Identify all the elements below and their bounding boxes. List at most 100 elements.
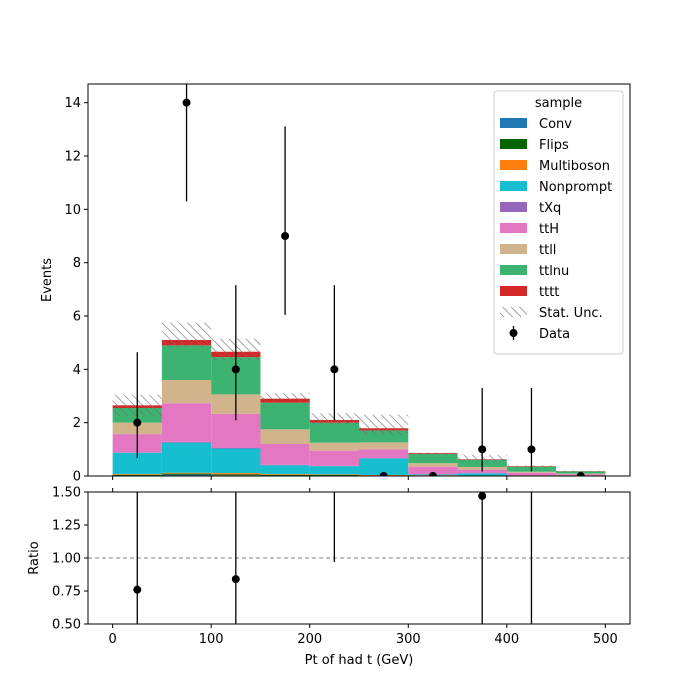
bar-Nonprompt: [260, 465, 310, 475]
data-point: [182, 98, 191, 107]
bar-ttlnu: [309, 422, 359, 443]
legend-label-tttt: tttt: [539, 285, 559, 300]
data-point: [576, 472, 585, 476]
x-axis-label: Pt of had t (GeV): [305, 653, 414, 668]
bar-Conv: [161, 474, 212, 476]
ratio-panel: 0.50 0.75 1.00 1.25 1.50 0 100 200 300 400 500 Rat…: [27, 486, 631, 647]
bar-Flips: [211, 474, 261, 476]
bar-ttll: [408, 463, 458, 467]
bar-Multiboson: [112, 474, 162, 475]
legend-swatch-stat-unc: [500, 307, 527, 317]
ratio-tick-label: 1.25: [52, 519, 81, 534]
legend-label-multiboson: Multiboson: [539, 159, 610, 174]
bar-ttH: [506, 472, 557, 476]
data-point: [231, 365, 240, 374]
x-tick-label: 200: [297, 632, 322, 647]
x-tick-label: 400: [494, 632, 519, 647]
bar-Nonprompt: [359, 458, 409, 475]
legend-label-txq: tXq: [539, 201, 561, 216]
bar-Flips: [260, 474, 310, 476]
bar-Flips: [309, 474, 359, 476]
ratio-point: [133, 585, 142, 594]
legend-swatch-tth: [500, 223, 527, 233]
bar-Multiboson: [260, 474, 310, 475]
bar-ttll: [161, 380, 212, 404]
y-tick-label: 12: [64, 150, 81, 165]
bar-Nonprompt: [457, 473, 507, 476]
legend-data-marker: [509, 329, 518, 337]
y-tick-label: 4: [73, 363, 81, 378]
legend: sample Conv Flips Multiboson Nonprompt tXq ttH…: [493, 90, 624, 355]
ratio-tick-label: 1.00: [52, 552, 81, 567]
legend-label-flips: Flips: [539, 138, 569, 153]
data-point: [527, 445, 536, 454]
data-point: [478, 445, 487, 454]
bar-ttH: [408, 466, 458, 475]
y-tick-label: 0: [73, 470, 81, 485]
bar-Flips: [112, 474, 162, 476]
bar-tXq: [211, 448, 261, 449]
stat-unc-band: [359, 414, 409, 435]
bar-ttll: [309, 442, 359, 451]
legend-swatch-tttt: [500, 286, 527, 296]
bar-Nonprompt: [309, 466, 359, 475]
bar-tXq: [260, 464, 310, 466]
y-tick-label: 10: [64, 203, 81, 218]
ratio-point: [231, 575, 240, 584]
data-point: [330, 365, 339, 374]
stat-unc-band: [556, 470, 606, 472]
bar-ttll: [359, 442, 409, 450]
x-tick-label: 500: [593, 632, 618, 647]
bar-Nonprompt: [112, 452, 162, 475]
bar-ttlnu: [408, 453, 458, 464]
ratio-tick-label: 0.50: [52, 618, 81, 633]
ratio-tick-label: 1.50: [52, 486, 81, 501]
y-tick-label: 2: [73, 416, 81, 431]
ratio-axis-label: Ratio: [27, 541, 42, 574]
x-tick-label: 100: [199, 632, 224, 647]
bar-ttH: [359, 449, 409, 459]
x-tick-label: 300: [396, 632, 421, 647]
legend-swatch-nonprompt: [500, 181, 527, 191]
bar-Multiboson: [211, 473, 261, 475]
bar-tXq: [161, 441, 212, 443]
bar-Flips: [161, 473, 212, 475]
bar-Multiboson: [161, 472, 212, 474]
y-tick-label: 14: [64, 96, 81, 111]
y-tick-label: 8: [73, 256, 81, 271]
legend-swatch-txq: [500, 202, 527, 212]
ratio-tick-label: 0.75: [52, 585, 81, 600]
y-axis-label: Events: [40, 258, 55, 302]
bar-ttlnu: [161, 345, 212, 380]
legend-swatch-flips: [500, 139, 527, 149]
bar-Nonprompt: [211, 448, 261, 474]
data-point: [379, 472, 388, 476]
legend-label-stat-unc-: Stat. Unc.: [539, 306, 603, 321]
stat-unc-band: [161, 322, 212, 347]
bar-ttH: [161, 403, 212, 442]
stat-unc-band: [260, 393, 310, 402]
legend-label-nonprompt: Nonprompt: [539, 180, 612, 195]
main-panel: 0 2 4 6 8 10 12 14 Events: [40, 83, 631, 485]
legend-label-data: Data: [539, 327, 570, 342]
legend-label-conv: Conv: [539, 117, 572, 132]
bar-ttll: [506, 471, 557, 473]
main-frame: [87, 83, 631, 477]
legend-title: sample: [535, 96, 582, 111]
ratio-point: [478, 492, 487, 500]
bar-ttH: [260, 444, 310, 465]
legend-swatch-conv: [500, 118, 527, 128]
x-tick-label: 0: [108, 632, 116, 647]
data-point: [428, 472, 437, 476]
data-point: [281, 232, 290, 240]
data-point: [133, 418, 142, 427]
legend-label-tth: ttH: [539, 222, 559, 237]
legend-label-ttll: ttll: [539, 243, 556, 258]
legend-swatch-ttlnu: [500, 265, 527, 275]
bar-Multiboson: [309, 474, 359, 475]
y-tick-label: 6: [73, 310, 81, 325]
bar-Nonprompt: [161, 442, 212, 473]
bar-ttH: [309, 450, 359, 466]
stat-unc-band: [408, 452, 458, 455]
